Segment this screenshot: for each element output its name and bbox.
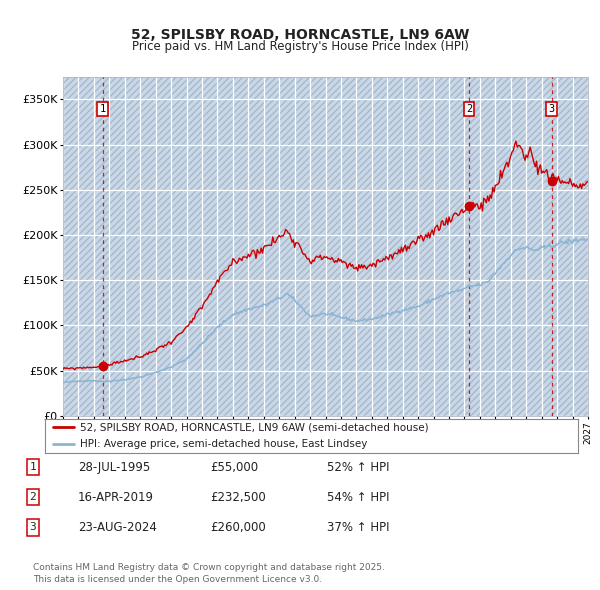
Text: 1: 1 (100, 104, 106, 114)
Text: Price paid vs. HM Land Registry's House Price Index (HPI): Price paid vs. HM Land Registry's House … (131, 40, 469, 53)
Text: 16-APR-2019: 16-APR-2019 (78, 491, 154, 504)
Text: £260,000: £260,000 (210, 521, 266, 534)
Text: 52, SPILSBY ROAD, HORNCASTLE, LN9 6AW: 52, SPILSBY ROAD, HORNCASTLE, LN9 6AW (131, 28, 469, 42)
Text: Contains HM Land Registry data © Crown copyright and database right 2025.
This d: Contains HM Land Registry data © Crown c… (33, 563, 385, 584)
Text: 54% ↑ HPI: 54% ↑ HPI (327, 491, 389, 504)
Text: 1: 1 (29, 463, 37, 472)
Text: £55,000: £55,000 (210, 461, 258, 474)
Text: 28-JUL-1995: 28-JUL-1995 (78, 461, 150, 474)
Text: 3: 3 (548, 104, 554, 114)
Text: 23-AUG-2024: 23-AUG-2024 (78, 521, 157, 534)
Text: 3: 3 (29, 523, 37, 532)
Text: 2: 2 (466, 104, 472, 114)
Text: HPI: Average price, semi-detached house, East Lindsey: HPI: Average price, semi-detached house,… (80, 439, 367, 449)
Text: £232,500: £232,500 (210, 491, 266, 504)
Text: 52% ↑ HPI: 52% ↑ HPI (327, 461, 389, 474)
Text: 2: 2 (29, 493, 37, 502)
Text: 37% ↑ HPI: 37% ↑ HPI (327, 521, 389, 534)
Text: 52, SPILSBY ROAD, HORNCASTLE, LN9 6AW (semi-detached house): 52, SPILSBY ROAD, HORNCASTLE, LN9 6AW (s… (80, 422, 428, 432)
